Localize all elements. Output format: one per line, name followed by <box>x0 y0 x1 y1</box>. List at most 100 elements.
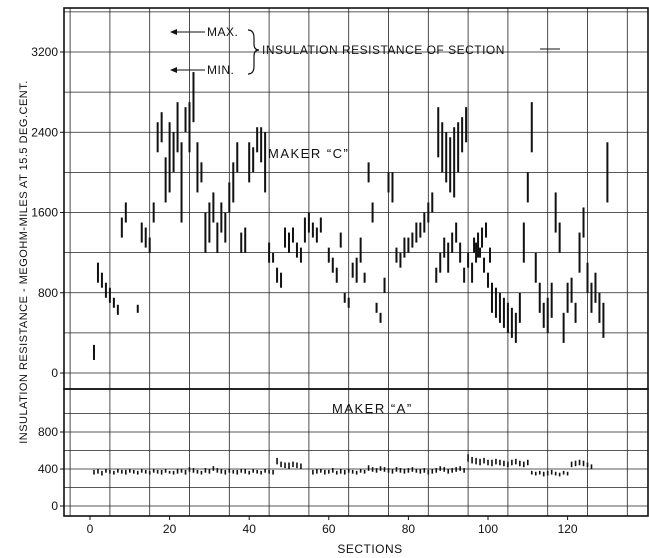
range-marks-layer <box>92 72 609 477</box>
maker-c-range-bar <box>152 202 155 223</box>
maker-c-range-bar <box>498 292 501 323</box>
maker-c-range-bar <box>268 242 271 263</box>
maker-c-range-bar <box>319 217 322 233</box>
maker-a-range-bar <box>347 469 350 473</box>
maker-c-label: MAKER “C” <box>268 146 349 161</box>
maker-a-range-bar <box>132 469 135 474</box>
maker-c-range-bar <box>216 222 219 253</box>
maker-a-range-bar <box>415 469 418 473</box>
maker-c-range-bar <box>383 277 386 293</box>
maker-c-range-bar <box>160 112 163 143</box>
maker-c-range-bar <box>542 302 545 328</box>
maker-a-range-bar <box>558 472 561 477</box>
maker-c-range-bar <box>445 132 448 183</box>
maker-a-range-bar <box>200 470 203 475</box>
maker-c-range-bar <box>546 297 549 333</box>
maker-a-range-bar <box>511 459 513 466</box>
maker-c-range-bar <box>375 302 378 313</box>
min-arrow-head <box>170 67 177 73</box>
max-arrow-head <box>170 29 177 35</box>
maker-c-range-bar <box>176 102 179 153</box>
maker-c-range-bar <box>228 182 231 213</box>
maker-a-range-bar <box>379 466 382 471</box>
maker-c-range-bar <box>391 172 394 203</box>
maker-a-range-bar <box>280 461 282 468</box>
maker-a-range-bar <box>109 469 111 474</box>
maker-a-range-bar <box>503 460 505 467</box>
maker-c-range-bar <box>232 162 235 203</box>
maker-a-range-bar <box>538 470 541 475</box>
maker-c-range-bar <box>461 117 464 153</box>
maker-c-range-bar <box>590 282 593 313</box>
annotation-brace <box>247 29 260 75</box>
maker-a-range-bar <box>168 470 171 474</box>
maker-a-range-bar <box>316 469 318 474</box>
maker-a-range-bar <box>566 471 569 476</box>
maker-c-range-bar <box>112 297 115 308</box>
maker-a-range-bar <box>527 459 529 466</box>
maker-c-range-bar <box>379 312 382 323</box>
maker-a-range-bar <box>160 469 163 475</box>
maker-c-range-bar <box>204 212 207 253</box>
maker-a-range-bar <box>276 457 278 465</box>
x-tick-label: 40 <box>243 522 257 536</box>
maker-c-range-bar <box>566 282 569 313</box>
maker-a-range-bar <box>284 462 286 469</box>
y-tick-label: 3200 <box>31 45 58 59</box>
maker-a-range-bar <box>328 469 330 474</box>
maker-a-range-bar <box>216 468 219 473</box>
maker-a-range-bar <box>260 470 262 475</box>
maker-a-range-bar <box>570 461 573 468</box>
maker-c-range-bar <box>100 272 103 288</box>
maker-c-range-bar <box>280 272 283 288</box>
x-tick-label: 80 <box>402 522 416 536</box>
maker-c-range-bar <box>252 147 255 173</box>
maker-c-range-bar <box>530 102 533 153</box>
maker-c-range-bar <box>467 252 470 268</box>
maker-a-range-bar <box>443 467 446 472</box>
maker-a-range-bar <box>296 462 298 469</box>
maker-c-range-bar <box>136 304 139 313</box>
maker-a-range-bar <box>268 469 270 474</box>
y-axis-title: INSULATION RESISTANCE - MEGOHM-MILES AT … <box>18 80 30 444</box>
maker-a-range-bar <box>144 469 147 474</box>
maker-c-range-bar <box>506 302 509 333</box>
maker-c-range-bar <box>260 127 263 163</box>
maker-a-range-bar <box>256 469 258 474</box>
maker-a-range-bar <box>554 471 557 476</box>
maker-c-range-bar <box>291 227 294 243</box>
maker-a-range-bar <box>578 459 581 466</box>
maker-a-range-bar <box>117 469 119 473</box>
maker-c-range-bar <box>447 242 450 273</box>
maker-c-range-bar <box>184 107 187 133</box>
maker-c-range-bar <box>427 202 430 223</box>
maker-a-range-bar <box>264 469 266 473</box>
maker-c-range-bar <box>479 247 482 258</box>
maker-c-range-bar <box>465 107 468 143</box>
maker-a-range-bar <box>252 469 254 473</box>
maker-c-range-bar <box>550 282 553 318</box>
maker-c-range-bar <box>481 227 484 248</box>
maker-a-range-bar <box>204 468 207 473</box>
maker-c-range-bar <box>188 102 191 153</box>
maker-c-range-bar <box>457 122 460 173</box>
maker-c-range-bar <box>343 292 346 303</box>
maker-c-range-bar <box>502 297 505 328</box>
maker-c-range-bar <box>453 127 456 198</box>
maker-a-range-bar <box>244 469 247 474</box>
maker-a-range-bar <box>192 468 195 473</box>
maker-a-range-bar <box>331 468 334 473</box>
maker-c-range-bar <box>558 222 561 253</box>
maker-c-range-bar <box>534 252 537 283</box>
maker-c-range-bar <box>518 292 521 323</box>
maker-c-range-bar <box>387 172 390 193</box>
maker-a-range-bar <box>359 469 362 473</box>
maker-a-range-bar <box>97 469 99 474</box>
maker-a-range-bar <box>407 468 410 473</box>
maker-a-range-bar <box>363 469 366 474</box>
maker-a-range-bar <box>228 469 231 473</box>
maker-c-range-bar <box>538 282 541 313</box>
y-tick-label: 0 <box>51 366 58 380</box>
maker-c-range-bar <box>307 212 310 233</box>
